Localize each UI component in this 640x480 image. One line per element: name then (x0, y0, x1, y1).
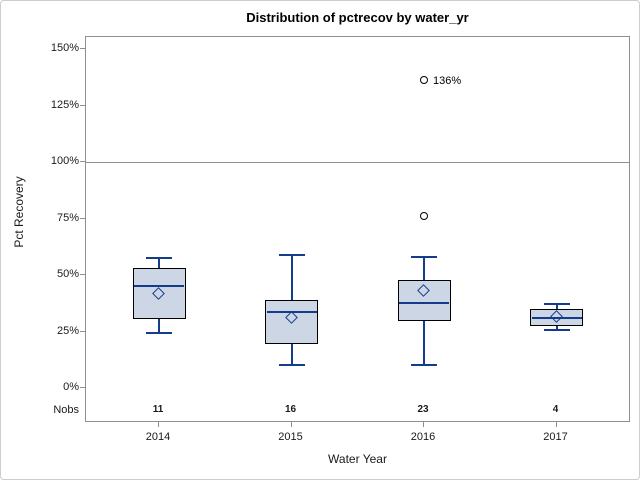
y-tick-mark (80, 161, 85, 162)
nobs-value: 23 (417, 404, 429, 415)
y-tick-mark (80, 48, 85, 49)
x-tick-label: 2014 (145, 431, 171, 443)
whisker-cap-low (278, 364, 305, 367)
nobs-value: 16 (284, 404, 297, 415)
whisker-cap-low (146, 331, 172, 334)
whisker-cap-low (411, 364, 437, 367)
plot-area: 136% (85, 36, 630, 422)
box-iqr (132, 268, 186, 320)
y-tick-label: 125% (50, 98, 79, 111)
median-line (266, 311, 317, 314)
x-tick-mark (290, 422, 292, 427)
y-tick-mark (80, 330, 85, 332)
y-tick-mark (80, 274, 85, 275)
whisker-cap-low (543, 329, 570, 332)
y-tick-label: 100% (50, 155, 79, 167)
x-tick-label: 2015 (278, 431, 303, 443)
y-tick-label: 75% (56, 211, 79, 224)
outlier-value-label: 136% (433, 74, 462, 87)
whisker-cap-high (278, 253, 305, 256)
reference-line-100pct (86, 162, 629, 163)
box-iqr (265, 299, 318, 344)
x-axis-title: Water Year (328, 452, 387, 466)
x-tick-mark (555, 422, 557, 427)
median-line (399, 302, 449, 305)
box-iqr (397, 279, 451, 322)
whisker-cap-high (411, 255, 437, 258)
x-tick-mark (158, 422, 159, 427)
y-tick-mark (80, 104, 85, 106)
outlier-point (419, 76, 428, 85)
outlier-point (419, 211, 428, 220)
y-tick-label: 50% (56, 268, 79, 280)
x-tick-mark (423, 422, 424, 427)
y-tick-mark (80, 387, 85, 388)
nobs-value: 11 (152, 404, 164, 415)
median-line (531, 316, 582, 319)
chart-title: Distribution of pctrecov by water_yr (246, 10, 469, 25)
nobs-row-label: Nobs (53, 404, 79, 416)
y-tick-label: 150% (50, 42, 79, 54)
median-line (134, 285, 184, 288)
whisker-cap-high (543, 303, 570, 306)
whisker-cap-high (146, 257, 172, 260)
x-tick-label: 2016 (410, 431, 436, 443)
y-tick-mark (80, 217, 85, 219)
nobs-value: 4 (552, 404, 559, 415)
y-tick-label: 25% (56, 324, 79, 337)
x-tick-label: 2017 (543, 431, 568, 443)
y-tick-label: 0% (63, 381, 79, 393)
